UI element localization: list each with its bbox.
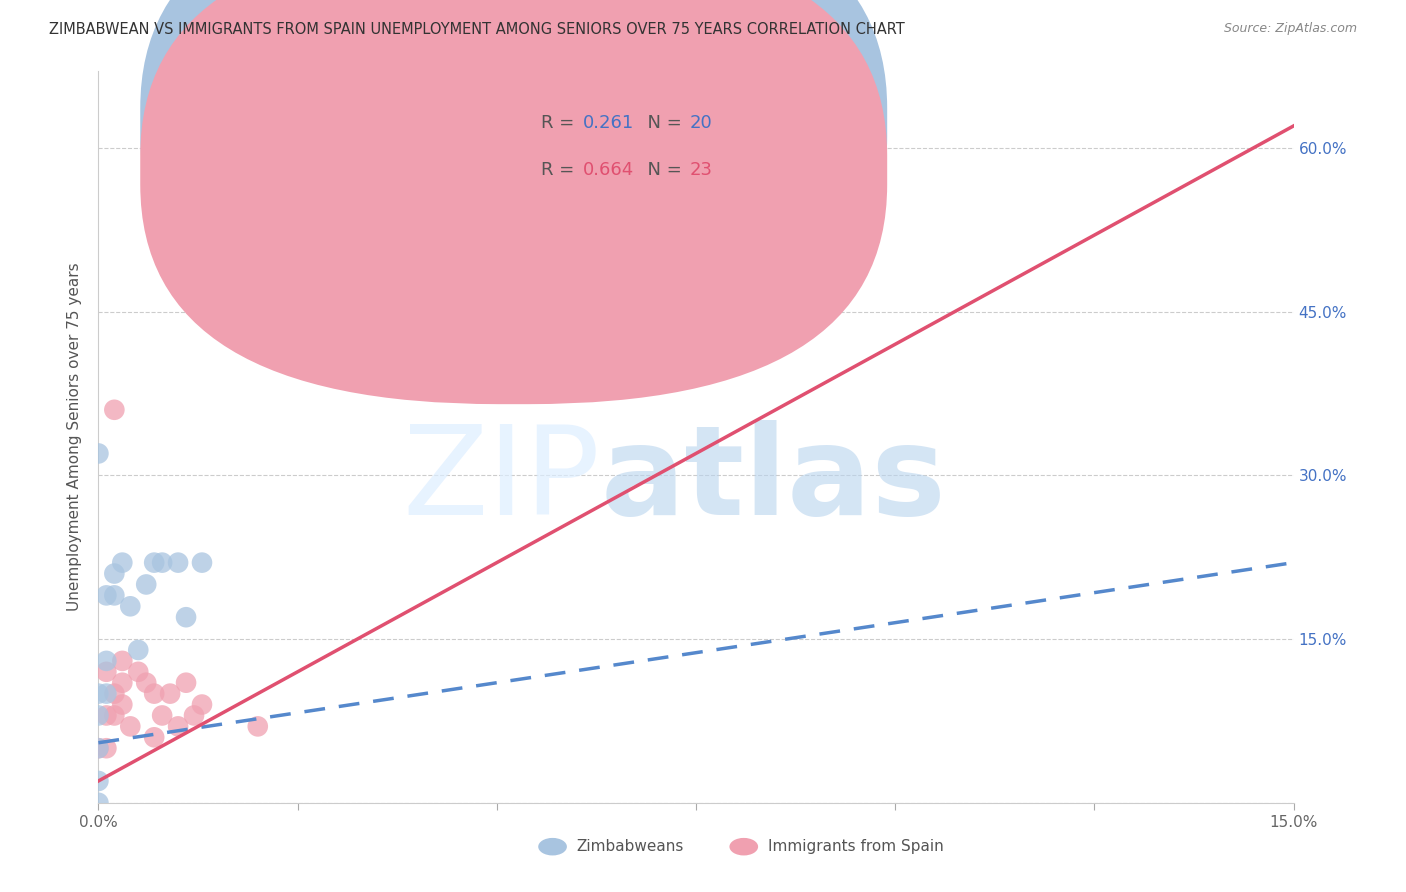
Text: N =: N = xyxy=(637,113,688,131)
Point xyxy=(103,687,125,701)
Y-axis label: Unemployment Among Seniors over 75 years: Unemployment Among Seniors over 75 years xyxy=(67,263,83,611)
Point xyxy=(103,402,125,417)
Text: Immigrants from Spain: Immigrants from Spain xyxy=(768,839,943,855)
Point xyxy=(96,741,118,756)
Point xyxy=(135,577,157,591)
FancyBboxPatch shape xyxy=(141,0,887,357)
Point xyxy=(87,741,110,756)
Text: ZIP: ZIP xyxy=(402,420,600,541)
Point xyxy=(120,719,142,733)
Point xyxy=(183,708,205,723)
Point xyxy=(96,708,118,723)
Circle shape xyxy=(730,838,758,855)
Point xyxy=(127,665,149,679)
FancyBboxPatch shape xyxy=(475,90,749,207)
Point xyxy=(87,774,110,789)
Text: R =: R = xyxy=(541,161,579,179)
Text: 20: 20 xyxy=(690,113,713,131)
Point xyxy=(103,588,125,602)
Point xyxy=(150,556,173,570)
Circle shape xyxy=(538,838,567,855)
Point xyxy=(174,610,197,624)
Point xyxy=(103,566,125,581)
Text: Zimbabweans: Zimbabweans xyxy=(576,839,683,855)
Point xyxy=(111,698,134,712)
FancyBboxPatch shape xyxy=(141,0,887,404)
Point xyxy=(191,698,214,712)
Point xyxy=(87,687,110,701)
Point xyxy=(246,719,269,733)
Point xyxy=(96,665,118,679)
Point xyxy=(120,599,142,614)
Point xyxy=(645,293,668,308)
Point xyxy=(143,731,166,745)
Point xyxy=(87,741,110,756)
Point xyxy=(87,708,110,723)
Point xyxy=(191,556,214,570)
Point xyxy=(150,708,173,723)
Point xyxy=(143,687,166,701)
Point xyxy=(174,675,197,690)
Point xyxy=(87,796,110,810)
Point xyxy=(96,654,118,668)
Text: N =: N = xyxy=(637,161,688,179)
Text: Source: ZipAtlas.com: Source: ZipAtlas.com xyxy=(1223,22,1357,36)
Point xyxy=(96,687,118,701)
Point xyxy=(87,446,110,460)
Point xyxy=(167,556,190,570)
Point xyxy=(111,556,134,570)
Point xyxy=(135,675,157,690)
Point xyxy=(111,654,134,668)
Point xyxy=(167,719,190,733)
Point xyxy=(111,675,134,690)
Text: 0.261: 0.261 xyxy=(582,113,634,131)
Text: 23: 23 xyxy=(690,161,713,179)
Point xyxy=(96,588,118,602)
Text: atlas: atlas xyxy=(600,420,946,541)
Text: 0.664: 0.664 xyxy=(582,161,634,179)
Point xyxy=(159,687,181,701)
Text: R =: R = xyxy=(541,113,579,131)
Point xyxy=(127,643,149,657)
Point xyxy=(103,708,125,723)
Point xyxy=(143,556,166,570)
Text: ZIMBABWEAN VS IMMIGRANTS FROM SPAIN UNEMPLOYMENT AMONG SENIORS OVER 75 YEARS COR: ZIMBABWEAN VS IMMIGRANTS FROM SPAIN UNEM… xyxy=(49,22,905,37)
